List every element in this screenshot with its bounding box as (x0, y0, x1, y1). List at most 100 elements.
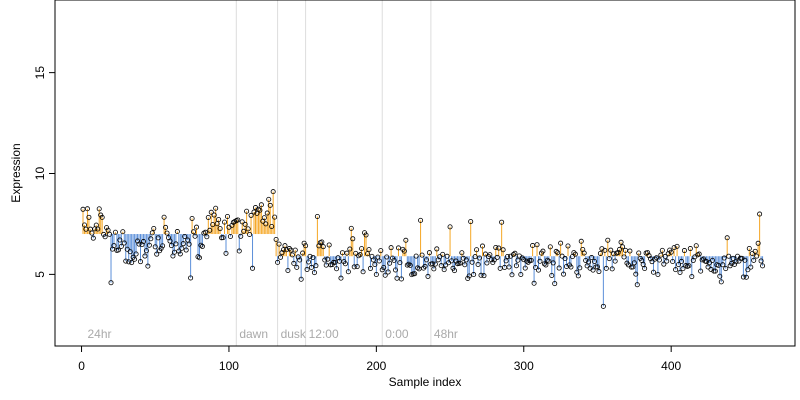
data-point (294, 264, 300, 270)
data-point (403, 237, 409, 243)
data-point (135, 238, 141, 244)
data-point (176, 248, 182, 254)
x-axis-title: Sample index (389, 375, 462, 389)
data-point (168, 243, 174, 249)
data-point (107, 231, 113, 237)
marker-label: 0:00 (385, 327, 409, 341)
data-point (303, 243, 309, 249)
data-point (592, 258, 598, 264)
data-point (167, 238, 173, 244)
data-point (726, 253, 732, 259)
data-point (136, 241, 142, 247)
data-point (617, 246, 623, 252)
data-point (139, 242, 145, 248)
data-point (192, 233, 198, 239)
data-point (133, 251, 139, 257)
data-point (553, 248, 559, 254)
data-point (311, 270, 317, 276)
data-point (146, 242, 152, 248)
annotations: dawn dusk 12:00 0:00 48hr 24hr (87, 327, 457, 341)
data-point (345, 269, 351, 275)
data-point (597, 250, 603, 256)
data-point (745, 267, 751, 273)
data-point (300, 250, 306, 256)
data-point (115, 247, 121, 253)
data-point (565, 243, 571, 249)
data-point (313, 263, 319, 269)
data-point (89, 230, 95, 236)
data-point (662, 253, 668, 259)
data-point (670, 259, 676, 265)
data-point (488, 257, 494, 263)
data-point (359, 246, 365, 252)
data-point (533, 264, 539, 270)
data-point (463, 257, 469, 263)
data-point (366, 247, 372, 253)
data-point (674, 243, 680, 249)
y-tick-label: 10 (33, 167, 47, 181)
data-point (760, 263, 766, 269)
data-point (730, 255, 736, 261)
data-point (186, 241, 192, 247)
data-point (258, 202, 264, 208)
data-point (248, 212, 254, 218)
data-point (216, 217, 222, 223)
data-point (117, 237, 123, 243)
data-point (124, 246, 130, 252)
data-point (633, 271, 639, 277)
data-point (164, 230, 170, 236)
data-point (479, 243, 485, 249)
data-point (204, 234, 210, 240)
data-point (188, 275, 194, 281)
data-point (547, 244, 553, 250)
data-point (602, 247, 608, 253)
data-point (746, 246, 752, 252)
data-point (376, 258, 382, 264)
data-point (270, 189, 276, 195)
data-point (247, 231, 253, 237)
data-point (183, 247, 189, 253)
data-point (490, 260, 496, 266)
data-point (468, 219, 474, 225)
data-point (263, 221, 269, 227)
data-point (189, 215, 195, 221)
data-point (118, 243, 124, 249)
data-point (250, 265, 256, 271)
x-tick-label: 0 (78, 359, 85, 373)
data-point (154, 251, 160, 257)
data-point (275, 259, 281, 265)
data-point (431, 266, 437, 272)
data-point (266, 196, 272, 202)
data-point (397, 260, 403, 266)
y-tick-label: 5 (33, 271, 47, 278)
data-point (636, 250, 642, 256)
data-point (531, 280, 537, 286)
data-point (238, 233, 244, 239)
data-point (611, 251, 617, 257)
data-point (363, 232, 369, 238)
data-point (537, 258, 543, 264)
data-point (407, 262, 413, 268)
data-point (659, 247, 665, 253)
data-point (754, 253, 760, 259)
data-point (236, 248, 242, 254)
data-point (718, 279, 724, 285)
data-point (223, 250, 229, 256)
data-point (214, 221, 220, 227)
data-point (721, 255, 727, 261)
data-point (711, 268, 717, 274)
data-point (142, 253, 148, 259)
marker-label: dusk (281, 327, 307, 341)
data-point (543, 262, 549, 268)
data-point (81, 222, 87, 228)
data-point (207, 227, 213, 233)
data-point (705, 264, 711, 270)
data-point (500, 247, 506, 253)
data-point (406, 261, 412, 267)
marker-label: dawn (239, 327, 268, 341)
data-point (191, 229, 197, 235)
data-point (391, 257, 397, 263)
data-point (126, 259, 132, 265)
data-point (425, 273, 431, 279)
data-point (350, 236, 356, 242)
